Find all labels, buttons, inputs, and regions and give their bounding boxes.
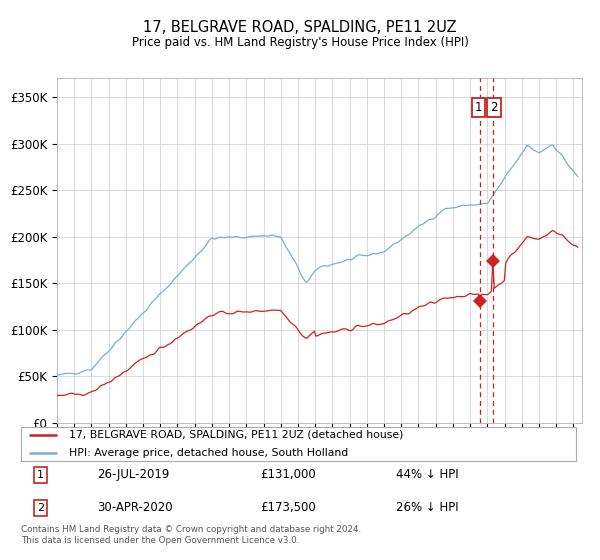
- Text: 26-JUL-2019: 26-JUL-2019: [97, 468, 169, 482]
- Text: 30-APR-2020: 30-APR-2020: [97, 501, 173, 515]
- Text: £131,000: £131,000: [260, 468, 316, 482]
- Text: 2: 2: [37, 503, 44, 513]
- FancyBboxPatch shape: [21, 427, 577, 460]
- Text: 17, BELGRAVE ROAD, SPALDING, PE11 2UZ: 17, BELGRAVE ROAD, SPALDING, PE11 2UZ: [143, 20, 457, 35]
- Text: 26% ↓ HPI: 26% ↓ HPI: [396, 501, 458, 515]
- Text: £173,500: £173,500: [260, 501, 316, 515]
- Text: 2: 2: [490, 101, 497, 114]
- Text: Contains HM Land Registry data © Crown copyright and database right 2024.
This d: Contains HM Land Registry data © Crown c…: [21, 525, 361, 545]
- Text: 1: 1: [37, 470, 44, 480]
- Text: Price paid vs. HM Land Registry's House Price Index (HPI): Price paid vs. HM Land Registry's House …: [131, 36, 469, 49]
- Text: 1: 1: [475, 101, 482, 114]
- Text: 17, BELGRAVE ROAD, SPALDING, PE11 2UZ (detached house): 17, BELGRAVE ROAD, SPALDING, PE11 2UZ (d…: [69, 430, 403, 440]
- Text: HPI: Average price, detached house, South Holland: HPI: Average price, detached house, Sout…: [69, 448, 348, 458]
- Text: 44% ↓ HPI: 44% ↓ HPI: [396, 468, 458, 482]
